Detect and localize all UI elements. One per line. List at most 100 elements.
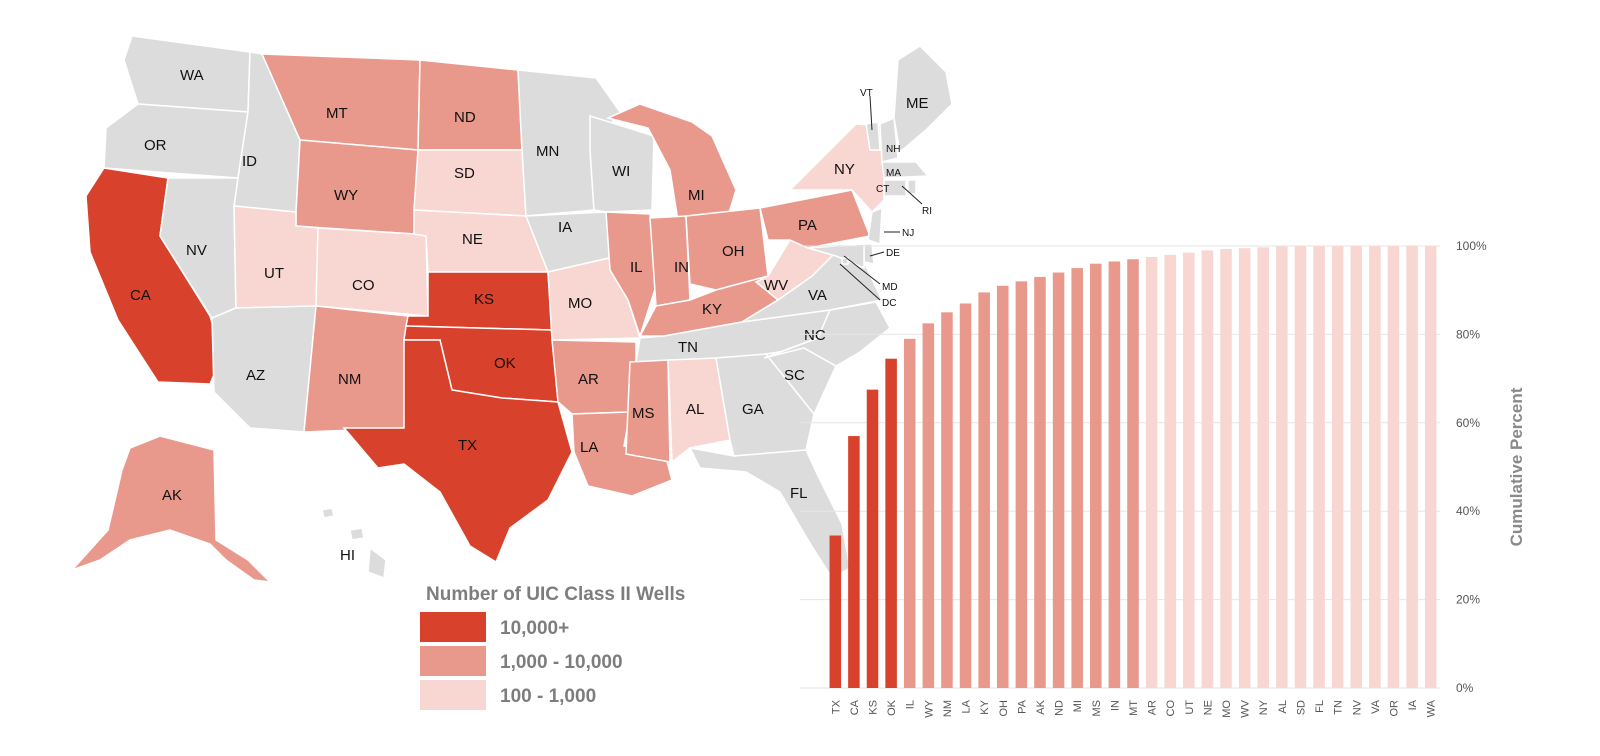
label-WI: WI [612, 163, 630, 180]
label-PA: PA [798, 217, 817, 234]
label-KY: KY [702, 301, 722, 318]
label-AZ: AZ [246, 367, 265, 384]
bar-IA[interactable] [1406, 246, 1418, 688]
label-TX: TX [458, 437, 477, 454]
x-tick-label: CO [1165, 700, 1177, 717]
state-NH[interactable] [879, 116, 899, 163]
label-NC: NC [804, 327, 826, 344]
legend-swatch-mid [420, 646, 486, 676]
label-HI: HI [340, 547, 355, 564]
bar-UT[interactable] [1183, 252, 1195, 688]
label-MO: MO [568, 295, 592, 312]
bar-IN[interactable] [1108, 261, 1121, 688]
bar-AK[interactable] [1034, 276, 1046, 688]
label-NE: NE [462, 231, 483, 248]
x-tick-label: WV [1240, 699, 1252, 717]
label-OR: OR [144, 137, 167, 154]
label-MT: MT [326, 105, 348, 122]
us-map: WA OR ID MT ND SD WY NE CA NV UT CO AZ N… [71, 35, 953, 584]
bar-NM[interactable] [941, 312, 953, 688]
state-TX[interactable] [342, 339, 573, 564]
x-tick-label: OR [1388, 700, 1400, 717]
state-NJ[interactable] [867, 206, 883, 246]
x-tick-label: PA [1016, 699, 1028, 714]
x-tick-label: NY [1258, 699, 1270, 715]
state-CT[interactable] [883, 179, 907, 197]
bar-MI[interactable] [1071, 268, 1083, 688]
bar-TN[interactable] [1331, 246, 1344, 688]
state-MS[interactable] [625, 359, 671, 463]
state-CO[interactable] [315, 227, 429, 317]
bar-WY[interactable] [922, 323, 935, 688]
label-UT: UT [264, 265, 284, 282]
bar-VA[interactable] [1369, 246, 1381, 688]
state-MD[interactable] [807, 243, 865, 270]
x-tick-label: IA [1407, 699, 1419, 710]
bar-AL[interactable] [1276, 246, 1288, 688]
label-FL: FL [790, 485, 808, 502]
bar-NY[interactable] [1257, 247, 1270, 689]
x-tick-label: WA [1426, 699, 1438, 717]
bar-CA[interactable] [848, 436, 860, 688]
x-tick-label: WY [923, 699, 935, 717]
label-TN: TN [678, 339, 698, 356]
label-VT: VT [860, 88, 873, 99]
state-VT[interactable] [865, 121, 881, 151]
x-tick-label: NE [1202, 700, 1214, 715]
label-DE: DE [886, 248, 900, 259]
bar-WV[interactable] [1238, 248, 1251, 688]
bar-OK[interactable] [885, 358, 897, 688]
x-tick-label: LA [961, 699, 973, 713]
label-ME: ME [906, 95, 929, 112]
bar-FL[interactable] [1313, 246, 1325, 688]
state-FL[interactable] [688, 446, 851, 579]
x-tick-label: OK [886, 699, 898, 716]
bar-AR[interactable] [1145, 257, 1158, 688]
x-tick-label: KS [868, 700, 880, 715]
state-RI[interactable] [907, 179, 917, 195]
x-tick-label: MT [1128, 700, 1140, 716]
label-AK: AK [162, 487, 182, 504]
label-SD: SD [454, 165, 475, 182]
state-SD[interactable] [413, 149, 527, 217]
bar-SD[interactable] [1294, 246, 1307, 688]
label-IN: IN [674, 259, 689, 276]
state-MA[interactable] [881, 161, 930, 179]
bar-CO[interactable] [1164, 254, 1176, 688]
label-CA: CA [130, 287, 151, 304]
label-AR: AR [578, 371, 599, 388]
bar-NE[interactable] [1201, 250, 1214, 689]
state-NM[interactable] [303, 305, 409, 433]
label-WY: WY [334, 187, 358, 204]
bar-KY[interactable] [978, 292, 990, 688]
label-CO: CO [352, 277, 375, 294]
bar-OR[interactable] [1387, 246, 1400, 688]
label-WV: WV [764, 277, 788, 294]
state-DE[interactable] [863, 243, 875, 265]
state-ND[interactable] [417, 59, 523, 151]
bar-PA[interactable] [1015, 281, 1028, 688]
bar-WA[interactable] [1424, 246, 1437, 688]
bar-MO[interactable] [1220, 249, 1232, 688]
bar-NV[interactable] [1350, 246, 1363, 688]
bar-LA[interactable] [959, 303, 972, 688]
state-OR[interactable] [103, 103, 249, 179]
y-tick-label: 100% [1456, 239, 1487, 253]
bar-OH[interactable] [996, 285, 1009, 688]
state-HI[interactable] [321, 507, 387, 580]
label-CT: CT [876, 184, 889, 195]
state-AK[interactable] [71, 435, 273, 584]
state-labels: WA OR ID MT ND SD WY NE CA NV UT CO AZ N… [130, 67, 932, 564]
state-AL[interactable] [667, 357, 731, 464]
bar-ND[interactable] [1052, 272, 1065, 688]
bar-TX[interactable] [829, 535, 842, 688]
label-VA: VA [808, 287, 827, 304]
label-MD: MD [882, 282, 898, 293]
bar-KS[interactable] [866, 389, 879, 688]
bar-MS[interactable] [1090, 263, 1102, 688]
state-ME[interactable] [893, 45, 953, 154]
bar-IL[interactable] [903, 338, 916, 688]
label-AL: AL [686, 401, 704, 418]
y-tick-label: 60% [1456, 416, 1480, 430]
bar-MT[interactable] [1127, 259, 1139, 688]
